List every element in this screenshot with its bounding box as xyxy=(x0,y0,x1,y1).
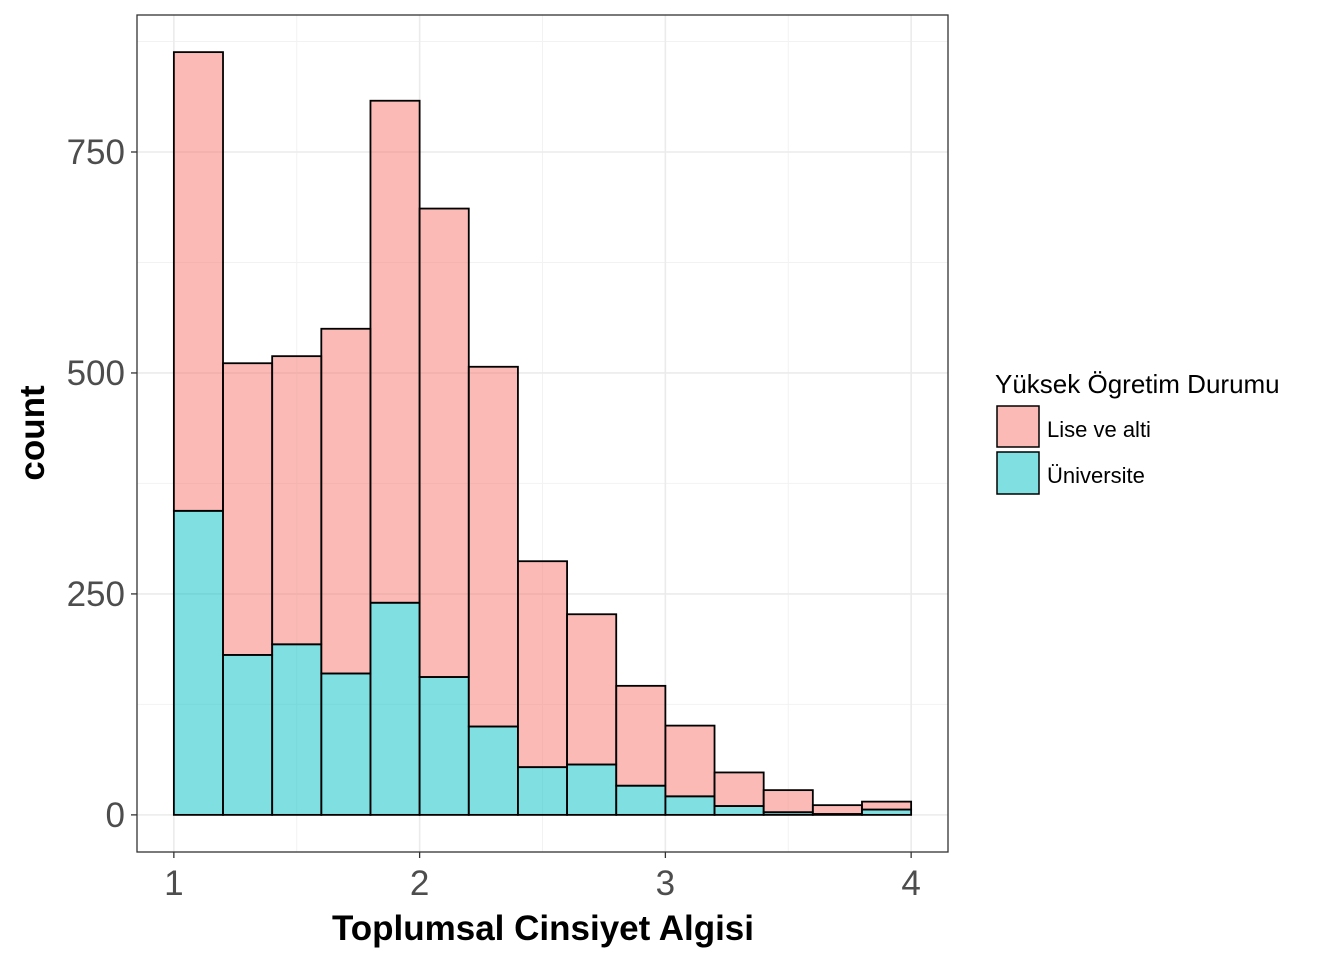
x-tick-label: 3 xyxy=(656,864,675,903)
bar-lise xyxy=(861,800,913,811)
y-tick-label: 250 xyxy=(67,575,125,614)
bar-universite xyxy=(517,766,568,816)
legend: Yüksek Ögretim Durumu Lise ve alti Ünive… xyxy=(995,369,1280,495)
panel-border xyxy=(136,14,949,853)
bar-universite xyxy=(713,805,765,816)
bar-lise xyxy=(271,355,323,646)
bar-lise xyxy=(172,51,224,512)
bar-lise xyxy=(811,804,863,815)
bar-lise xyxy=(418,207,470,678)
axes: 0 250 500 750 1 2 3 4 xyxy=(67,133,921,903)
bar-lise xyxy=(713,771,765,807)
bar-universite xyxy=(566,763,618,816)
bar-universite xyxy=(222,654,274,816)
bar-universite xyxy=(320,672,372,816)
bar-universite xyxy=(615,784,667,816)
bar-lise xyxy=(615,684,667,787)
bars xyxy=(172,51,913,816)
bar-lise xyxy=(467,365,519,728)
bar-lise xyxy=(369,99,421,604)
bar-universite xyxy=(664,795,716,816)
bar-universite xyxy=(369,601,421,816)
bar-universite xyxy=(418,676,470,816)
bar-lise xyxy=(664,724,716,798)
y-tick-label: 750 xyxy=(67,133,125,172)
x-tick-label: 2 xyxy=(410,864,429,903)
y-tick-label: 500 xyxy=(67,354,125,393)
legend-key-universite xyxy=(996,451,1040,495)
x-tick-label: 1 xyxy=(164,864,183,903)
legend-key-lise xyxy=(996,405,1040,448)
x-axis-label: Toplumsal Cinsiyet Algisi xyxy=(332,909,754,948)
bar-lise xyxy=(222,362,274,656)
bar-lise xyxy=(566,613,618,766)
legend-label-universite: Üniversite xyxy=(1047,463,1145,488)
y-tick-label: 0 xyxy=(106,796,125,835)
bar-lise xyxy=(517,560,568,769)
legend-label-lise: Lise ve alti xyxy=(1047,417,1151,442)
y-axis-label: count xyxy=(13,385,52,481)
legend-title: Yüksek Ögretim Durumu xyxy=(995,369,1280,399)
bar-universite xyxy=(271,643,323,816)
x-tick-label: 4 xyxy=(901,864,920,903)
bar-lise xyxy=(762,789,814,814)
bar-lise xyxy=(320,327,372,675)
bar-universite xyxy=(467,725,519,816)
bar-universite xyxy=(172,509,224,816)
